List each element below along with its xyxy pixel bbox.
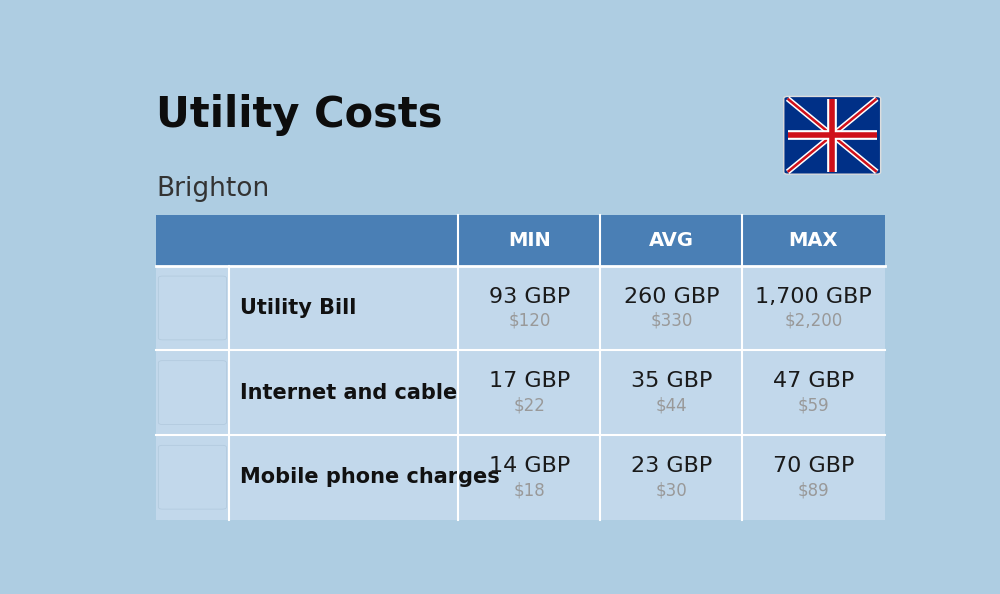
Text: 93 GBP: 93 GBP <box>489 286 570 307</box>
FancyBboxPatch shape <box>158 276 227 340</box>
Text: Internet and cable: Internet and cable <box>240 383 458 403</box>
Text: MAX: MAX <box>789 231 838 250</box>
Text: $89: $89 <box>798 481 829 499</box>
Text: 47 GBP: 47 GBP <box>773 371 854 391</box>
Text: Mobile phone charges: Mobile phone charges <box>240 467 500 487</box>
FancyBboxPatch shape <box>156 350 885 435</box>
Text: $330: $330 <box>650 312 693 330</box>
Text: $2,200: $2,200 <box>784 312 843 330</box>
FancyBboxPatch shape <box>784 96 881 174</box>
FancyBboxPatch shape <box>158 361 227 425</box>
Text: MIN: MIN <box>508 231 551 250</box>
Text: 35 GBP: 35 GBP <box>631 371 712 391</box>
Text: 23 GBP: 23 GBP <box>631 456 712 476</box>
Text: Utility Bill: Utility Bill <box>240 298 357 318</box>
Text: Brighton: Brighton <box>156 176 269 203</box>
Text: AVG: AVG <box>649 231 694 250</box>
Text: $59: $59 <box>798 396 829 415</box>
FancyBboxPatch shape <box>156 266 885 350</box>
Text: $30: $30 <box>656 481 687 499</box>
Text: Utility Costs: Utility Costs <box>156 94 442 136</box>
FancyBboxPatch shape <box>156 435 885 520</box>
Text: 17 GBP: 17 GBP <box>489 371 570 391</box>
Text: $18: $18 <box>513 481 545 499</box>
Text: $44: $44 <box>656 396 687 415</box>
Text: 14 GBP: 14 GBP <box>489 456 570 476</box>
FancyBboxPatch shape <box>156 216 885 266</box>
Text: 70 GBP: 70 GBP <box>773 456 854 476</box>
Text: 1,700 GBP: 1,700 GBP <box>755 286 872 307</box>
Text: $22: $22 <box>513 396 545 415</box>
Text: 260 GBP: 260 GBP <box>624 286 719 307</box>
Text: $120: $120 <box>508 312 551 330</box>
FancyBboxPatch shape <box>158 446 227 509</box>
